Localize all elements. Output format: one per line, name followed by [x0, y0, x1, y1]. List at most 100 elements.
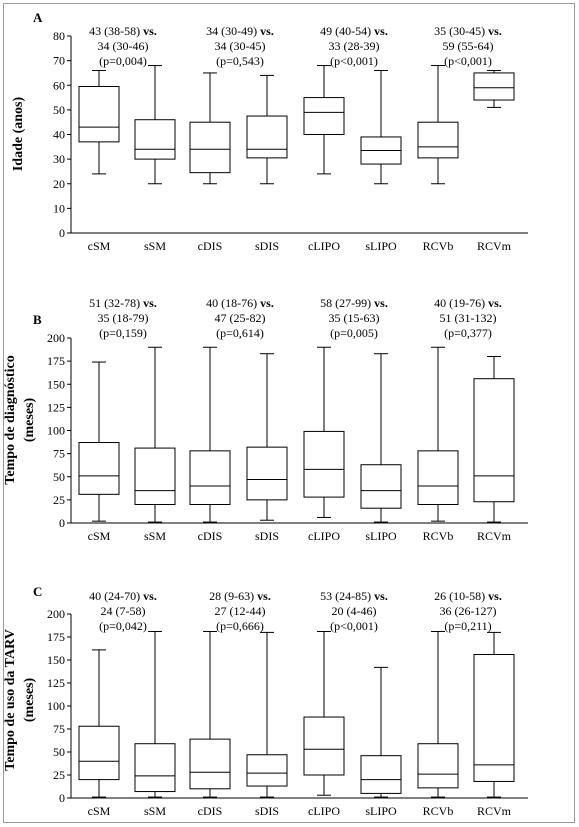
box-iqr	[360, 755, 402, 794]
y-tick-label: 0	[59, 226, 65, 240]
x-tick-label: RCVb	[423, 529, 454, 543]
box-iqr	[246, 754, 288, 787]
annotation-line2: 35 (15-63)	[329, 311, 380, 325]
annotation-pvalue: (p=0,005)	[330, 326, 378, 340]
x-tick-label: sSM	[144, 529, 166, 543]
annotation-line1: 43 (38-58) vs.	[89, 24, 157, 38]
box-slipo	[360, 353, 402, 523]
annotation-pvalue: (p=0,004)	[99, 54, 147, 68]
y-tick-label: 70	[53, 54, 65, 68]
comparison-annotation: 40 (18-76) vs.47 (25-82)(p=0,614)	[206, 296, 274, 340]
box-iqr	[78, 725, 120, 781]
annotation-pvalue: (p=0,211)	[444, 619, 491, 633]
y-tick-label: 200	[47, 607, 65, 621]
comparison-annotation: 53 (24-85) vs.20 (4-46)(p<0,001)	[320, 589, 388, 633]
box-clipo	[303, 630, 345, 796]
box-iqr	[189, 738, 231, 790]
annotation-pvalue: (p<0,001)	[330, 619, 378, 633]
x-tick-label: cSM	[88, 239, 111, 253]
comparison-annotation: 43 (38-58) vs.34 (30-46)(p=0,004)	[89, 24, 157, 68]
box-slipo	[360, 69, 402, 185]
annotation-line1: 35 (30-45) vs.	[434, 24, 502, 38]
annotation-line2: 34 (30-46)	[98, 39, 149, 53]
x-tick-label: RCVm	[477, 529, 512, 543]
comparison-annotation: 34 (30-49) vs.34 (30-45)(p=0,543)	[206, 24, 274, 68]
annotation-line1: 51 (32-78) vs.	[89, 296, 157, 310]
box-iqr	[134, 447, 176, 506]
y-tick-label: 175	[47, 354, 65, 368]
y-tick-label: 50	[53, 103, 65, 117]
y-tick-label: 100	[47, 699, 65, 713]
annotation-pvalue: (p=0,543)	[216, 54, 264, 68]
comparison-annotation: 40 (24-70) vs.24 (7-58)(p=0,042)	[89, 589, 157, 633]
comparison-annotation: 49 (40-54) vs.33 (28-39)(p<0,001)	[320, 24, 388, 68]
annotation-line2: 20 (4-46)	[332, 604, 377, 618]
annotation-pvalue: (p=0,159)	[99, 326, 147, 340]
y-axis-label-units: (meses)	[22, 398, 37, 443]
y-tick-label: 75	[53, 722, 65, 736]
y-tick-label: 25	[53, 768, 65, 782]
panel-letter: C	[33, 584, 42, 599]
annotation-pvalue: (p=0,614)	[216, 326, 264, 340]
box-iqr	[246, 115, 288, 159]
y-tick-label: 0	[59, 516, 65, 530]
y-tick-label: 25	[53, 493, 65, 507]
x-tick-label: cLIPO	[308, 529, 340, 543]
comparison-annotation: 26 (10-58) vs.36 (26-127)(p=0,211)	[434, 589, 502, 633]
x-tick-label: RCVb	[423, 239, 454, 253]
annotation-line1: 49 (40-54) vs.	[320, 24, 388, 38]
annotation-line2: 59 (55-64)	[443, 39, 494, 53]
annotation-line2: 51 (31-132)	[440, 311, 497, 325]
annotation-line2: 47 (25-82)	[215, 311, 266, 325]
x-tick-label: sLIPO	[365, 804, 397, 818]
box-iqr	[473, 378, 515, 503]
annotation-line1: 40 (19-76) vs.	[434, 296, 502, 310]
box-rcvb	[417, 346, 459, 522]
box-rcvm	[473, 356, 515, 523]
annotation-pvalue: (p<0,001)	[330, 54, 378, 68]
annotation-line2: 35 (18-79)	[98, 311, 149, 325]
box-iqr	[417, 743, 459, 789]
y-tick-label: 60	[53, 78, 65, 92]
comparison-annotation: 28 (9-63) vs.27 (12-44)(p=0,666)	[209, 589, 271, 633]
annotation-line1: 34 (30-49) vs.	[206, 24, 274, 38]
y-tick-label: 125	[47, 676, 65, 690]
x-tick-label: sDIS	[255, 529, 279, 543]
box-rcvb	[417, 65, 459, 185]
comparison-annotation: 58 (27-99) vs.35 (15-63)(p=0,005)	[320, 296, 388, 340]
y-tick-label: 125	[47, 400, 65, 414]
box-sdis	[246, 74, 288, 185]
box-ssm	[134, 630, 176, 798]
x-tick-label: cDIS	[198, 804, 223, 818]
panel-c: C Tempo de uso da TARV (meses) 0 25 50 75 100 12…	[3, 584, 528, 818]
box-iqr	[417, 450, 459, 506]
box-cdis	[189, 72, 231, 185]
box-iqr	[303, 716, 345, 776]
box-clipo	[303, 346, 345, 518]
x-tick-label: cSM	[88, 529, 111, 543]
annotation-line1: 40 (18-76) vs.	[206, 296, 274, 310]
x-tick-label: sLIPO	[365, 529, 397, 543]
x-tick-label: sSM	[144, 804, 166, 818]
annotation-line1: 40 (24-70) vs.	[89, 589, 157, 603]
annotation-line1: 28 (9-63) vs.	[209, 589, 271, 603]
x-tick-label: sDIS	[255, 239, 279, 253]
y-axis-label: Idade (anos)	[11, 97, 26, 172]
y-tick-label: 30	[53, 152, 65, 166]
y-tick-label: 10	[53, 201, 65, 215]
box-iqr	[134, 743, 176, 793]
annotation-line2: 36 (26-127)	[440, 604, 497, 618]
box-cdis	[189, 346, 231, 523]
annotation-line1: 26 (10-58) vs.	[434, 589, 502, 603]
x-tick-label: RCVb	[423, 804, 454, 818]
y-tick-label: 0	[59, 791, 65, 805]
box-sdis	[246, 353, 288, 521]
box-iqr	[303, 430, 345, 498]
y-tick-label: 150	[47, 377, 65, 391]
box-iqr	[78, 442, 120, 495]
panel-b: B Tempo de diagnóstico (meses) 0 25 50 75 100 12…	[3, 296, 528, 543]
x-tick-label: sSM	[144, 239, 166, 253]
comparison-annotation: 35 (30-45) vs.59 (55-64)(p<0,001)	[434, 24, 502, 68]
comparison-annotation: 51 (32-78) vs.35 (18-79)(p=0,159)	[89, 296, 157, 340]
